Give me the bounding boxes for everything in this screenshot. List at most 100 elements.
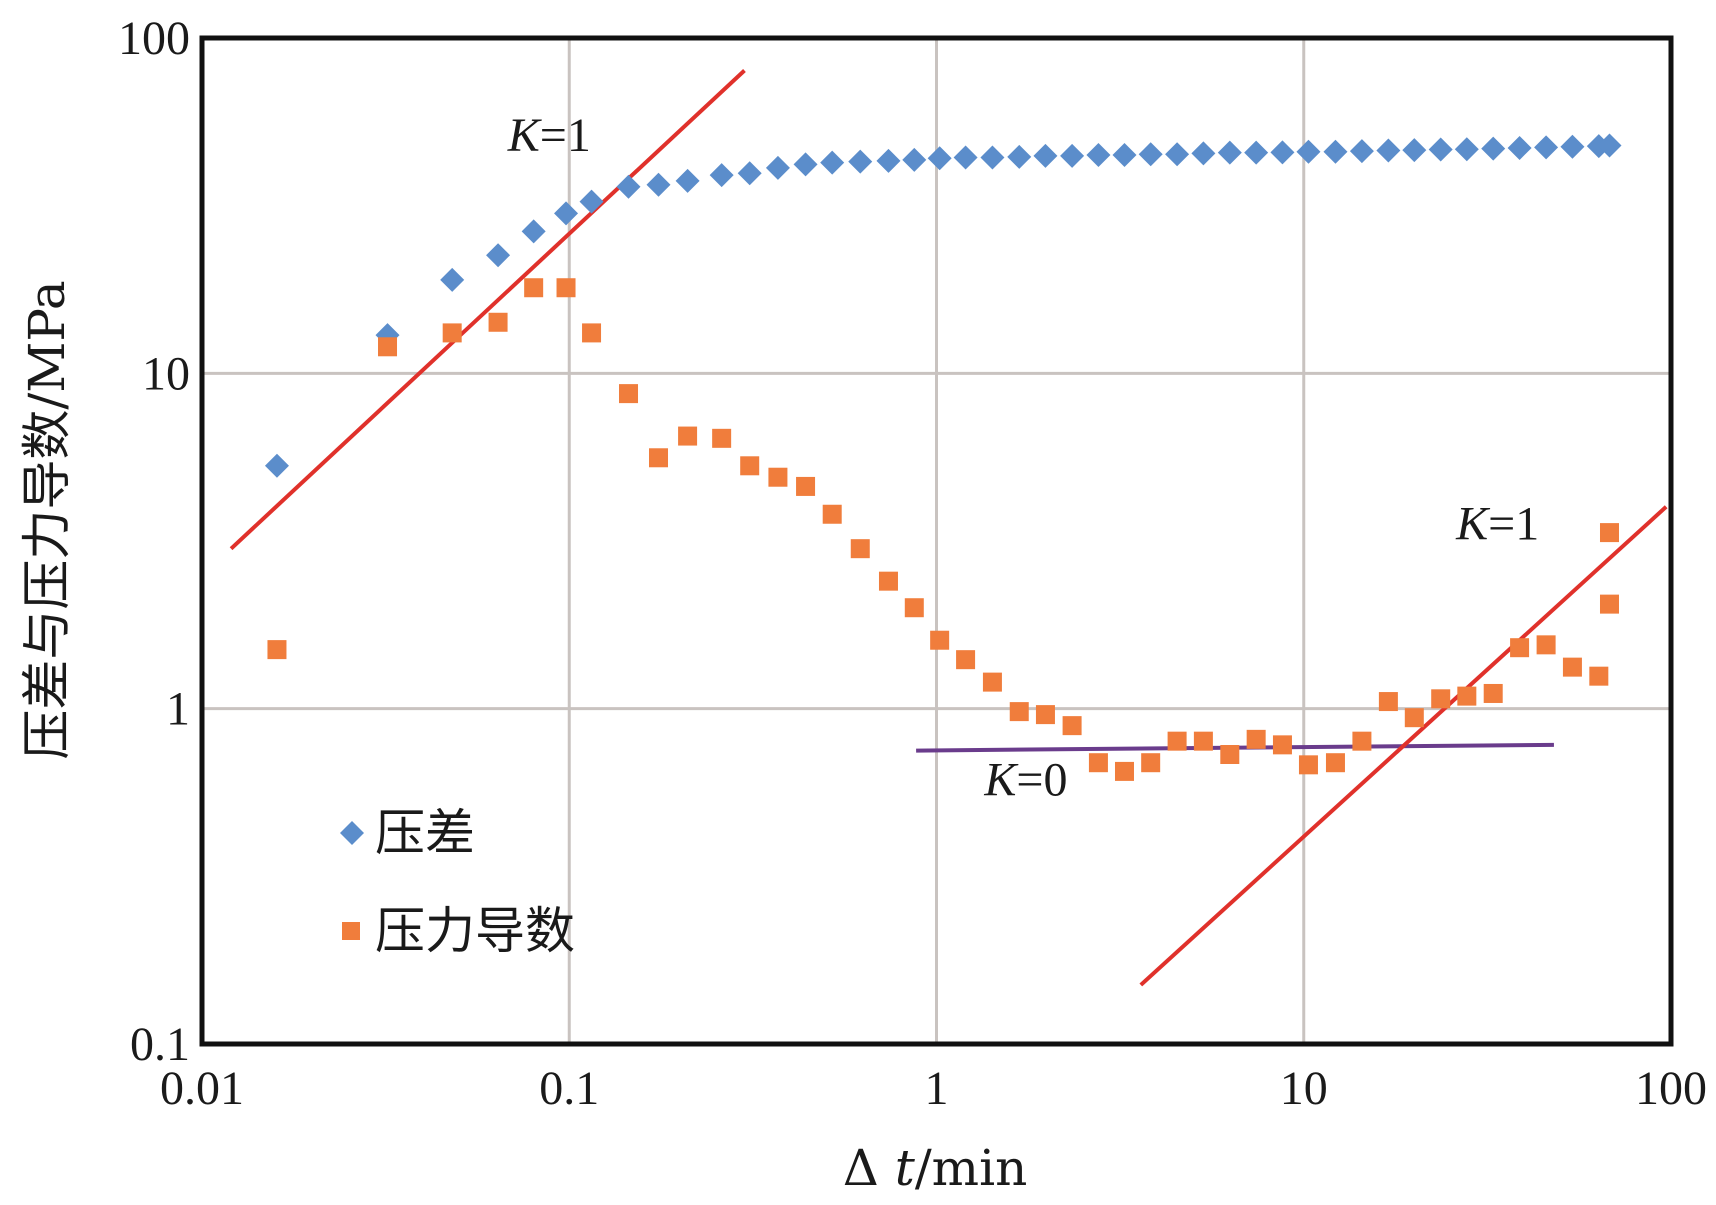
- annotation-variable: K: [983, 754, 1019, 807]
- data-point-square: [1589, 666, 1609, 686]
- data-point-square: [1325, 753, 1345, 773]
- data-point-square: [1431, 689, 1451, 709]
- data-point-diamond: [1296, 139, 1321, 164]
- data-point-diamond: [927, 146, 952, 171]
- annotation-k1-early: K=1: [507, 109, 591, 162]
- data-point-diamond: [980, 145, 1005, 170]
- x-tick-label: 0.1: [539, 1062, 599, 1115]
- x-axis-title-variable: t: [895, 1139, 916, 1197]
- data-point-square: [1599, 594, 1619, 614]
- data-point-diamond: [554, 201, 579, 226]
- annotation-k1-late: K=1: [1455, 497, 1539, 550]
- annotation-k0: K=0: [983, 754, 1067, 807]
- legend-label-pressure-derivative: 压力导数: [375, 902, 575, 960]
- annotations: K=1K=0K=1: [507, 109, 1540, 807]
- x-tick-labels: 0.01 0.1 1 10 100: [160, 1062, 1707, 1115]
- data-point-diamond: [953, 145, 978, 170]
- data-point-diamond: [820, 150, 845, 175]
- data-point-diamond: [616, 174, 641, 199]
- x-axis-title-unit: /min: [915, 1139, 1027, 1197]
- x-tick-label: 1: [925, 1062, 949, 1115]
- data-point-square: [619, 384, 639, 404]
- legend: 压差 压力导数: [340, 804, 575, 960]
- data-point-diamond: [709, 163, 734, 188]
- data-point-diamond: [1481, 136, 1506, 161]
- data-series: [264, 133, 1622, 781]
- data-point-diamond: [1428, 137, 1453, 162]
- data-point-square: [556, 278, 576, 298]
- x-tick-label: 100: [1635, 1062, 1707, 1115]
- data-point-diamond: [1165, 142, 1190, 167]
- y-tick-label: 1: [166, 683, 190, 736]
- reference-line-k1-late: [1139, 505, 1668, 987]
- data-point-square: [1352, 731, 1372, 751]
- y-tick-label: 100: [118, 12, 190, 65]
- data-point-square: [1536, 635, 1556, 655]
- data-point-diamond: [793, 152, 818, 177]
- data-point-square: [850, 539, 870, 559]
- legend-marker-diamond: [340, 821, 364, 845]
- y-axis-title: 压差与压力导数/MPa: [18, 280, 76, 759]
- data-point-diamond: [440, 267, 465, 292]
- data-point-square: [442, 323, 462, 343]
- data-point-diamond: [1244, 140, 1269, 165]
- data-point-square: [956, 650, 976, 670]
- data-point-square: [740, 456, 760, 476]
- data-point-square: [1193, 731, 1213, 751]
- data-point-square: [768, 467, 788, 487]
- data-point-square: [1510, 638, 1530, 658]
- data-point-diamond: [1086, 142, 1111, 167]
- data-point-diamond: [521, 219, 546, 244]
- data-point-square: [378, 337, 398, 357]
- data-point-diamond: [1402, 138, 1427, 163]
- x-tick-label: 0.01: [160, 1062, 244, 1115]
- reference-line-k1-early: [229, 69, 746, 551]
- series-pressure-derivative: [267, 278, 1619, 781]
- data-point-square: [582, 323, 602, 343]
- data-point-diamond: [1217, 140, 1242, 165]
- data-point-diamond: [1597, 133, 1622, 158]
- data-point-square: [267, 640, 287, 660]
- data-point-square: [1457, 686, 1477, 706]
- data-point-diamond: [579, 189, 604, 214]
- data-point-diamond: [1534, 135, 1559, 160]
- data-point-diamond: [1060, 143, 1085, 168]
- data-point-diamond: [1323, 139, 1348, 164]
- data-point-square: [712, 428, 732, 448]
- data-point-diamond: [675, 168, 700, 193]
- data-point-square: [1378, 692, 1398, 712]
- x-axis-title-prefix: Δ: [843, 1139, 895, 1197]
- data-point-diamond: [646, 172, 671, 197]
- data-point-diamond: [848, 149, 873, 174]
- data-point-square: [1404, 708, 1424, 728]
- data-point-square: [649, 448, 669, 468]
- grid: [202, 38, 1671, 1044]
- data-point-square: [488, 312, 508, 332]
- data-point-diamond: [1007, 144, 1032, 169]
- data-point-square: [1062, 716, 1082, 736]
- data-point-square: [1298, 755, 1318, 775]
- data-point-square: [1114, 761, 1134, 781]
- data-point-square: [904, 598, 924, 618]
- data-point-square: [1562, 657, 1582, 677]
- data-point-diamond: [1112, 142, 1137, 167]
- data-point-diamond: [1507, 135, 1532, 160]
- data-point-square: [930, 630, 950, 650]
- data-point-diamond: [1138, 142, 1163, 167]
- y-tick-label: 0.1: [130, 1018, 190, 1071]
- data-point-diamond: [737, 161, 762, 186]
- y-tick-label: 10: [142, 347, 190, 400]
- data-point-square: [1220, 744, 1240, 764]
- y-tick-labels: 0.1 1 10 100: [118, 12, 190, 1071]
- annotation-variable: K: [1455, 497, 1491, 550]
- data-point-square: [822, 504, 842, 524]
- data-point-square: [1272, 735, 1292, 755]
- data-point-square: [1483, 683, 1503, 703]
- data-point-diamond: [486, 243, 511, 268]
- data-point-square: [982, 672, 1002, 692]
- data-point-diamond: [1191, 141, 1216, 166]
- annotation-value: =1: [1488, 497, 1539, 550]
- data-point-square: [678, 426, 698, 446]
